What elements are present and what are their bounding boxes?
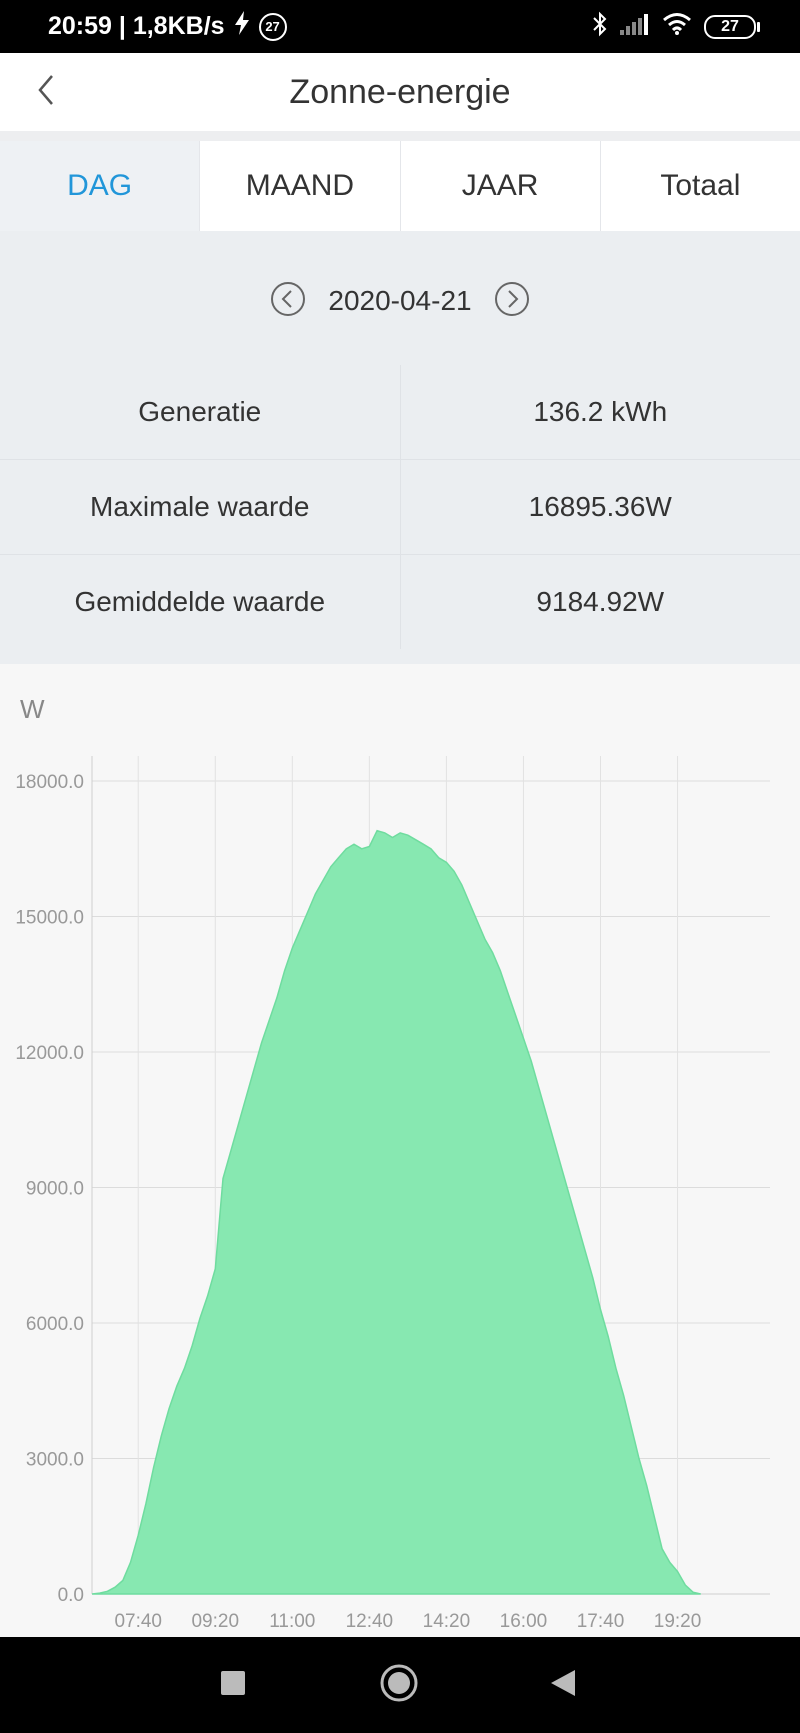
x-tick-label: 09:20: [191, 1611, 239, 1632]
y-tick-label: 6000.0: [26, 1314, 84, 1335]
home-button[interactable]: [369, 1655, 429, 1715]
date-navigator: 2020-04-21: [0, 273, 800, 329]
stat-value: 136.2 kWh: [533, 396, 668, 427]
stat-value: 16895.36W: [528, 491, 672, 522]
y-tick-label: 18000.0: [15, 772, 84, 793]
stat-label: Generatie: [0, 365, 401, 459]
app-header: Zonne-energie: [0, 53, 800, 131]
x-tick-label: 07:40: [114, 1611, 162, 1632]
bluetooth-icon: [592, 11, 608, 42]
x-tick-label: 11:00: [269, 1611, 315, 1632]
summary-panel: 2020-04-21 Generatie 136.2 kWh Maximale …: [0, 231, 800, 664]
status-left: 20:59 | 1,8KB/s 27: [48, 0, 287, 53]
y-tick-label: 15000.0: [15, 908, 84, 929]
tab-maand[interactable]: MAAND: [200, 141, 401, 231]
chart-svg: 18000.0 15000.0 12000.0 9000.0 6000.0 3000.0 0…: [15, 756, 770, 1632]
y-tick-label: 0.0: [58, 1585, 84, 1606]
current-date[interactable]: 2020-04-21: [328, 285, 472, 316]
back-button[interactable]: [24, 68, 68, 116]
stat-row-average: Gemiddelde waarde 9184.92W: [0, 554, 800, 649]
status-time-speed: 20:59 | 1,8KB/s: [48, 12, 225, 40]
header-divider: [0, 131, 800, 141]
page-title: Zonne-energie: [289, 72, 511, 111]
battery-icon: 27: [704, 14, 760, 39]
y-tick-label: 9000.0: [26, 1179, 84, 1200]
status-bar: 20:59 | 1,8KB/s 27 27: [0, 0, 800, 53]
stat-label: Gemiddelde waarde: [0, 555, 401, 649]
system-nav-bar: [0, 1637, 800, 1733]
x-tick-label: 12:40: [346, 1611, 394, 1632]
circle-chevron-left-icon: [270, 281, 306, 322]
recents-square-icon: [220, 1670, 246, 1701]
x-tick-label: 14:20: [423, 1611, 471, 1632]
back-triangle-icon: [549, 1668, 577, 1703]
flash-icon: [233, 11, 251, 42]
status-right: 27: [592, 0, 760, 53]
stat-label: Maximale waarde: [0, 460, 401, 554]
y-unit-label: W: [20, 694, 45, 724]
circle-chevron-right-icon: [494, 281, 530, 322]
system-back-button[interactable]: [533, 1655, 593, 1715]
chevron-left-icon: [36, 73, 56, 112]
y-tick-label: 12000.0: [15, 1043, 84, 1064]
tab-dag[interactable]: DAG: [0, 141, 201, 231]
tab-totaal[interactable]: Totaal: [660, 169, 741, 202]
period-tabs: DAG MAAND JAAR Totaal: [0, 141, 800, 232]
next-date-button[interactable]: [494, 281, 530, 322]
stats-table: Generatie 136.2 kWh Maximale waarde 1689…: [0, 365, 800, 649]
power-area-series: [91, 829, 701, 1595]
prev-date-button[interactable]: [270, 281, 306, 322]
x-tick-label: 17:40: [577, 1611, 625, 1632]
stat-row-max: Maximale waarde 16895.36W: [0, 459, 800, 554]
tab-jaar[interactable]: JAAR: [401, 141, 601, 231]
notification-badge: 27: [258, 12, 287, 41]
stat-value: 9184.92W: [536, 586, 665, 617]
y-tick-label: 3000.0: [26, 1450, 84, 1471]
signal-icon: [620, 13, 650, 40]
x-tick-label: 16:00: [500, 1611, 548, 1632]
recents-button[interactable]: [203, 1655, 263, 1715]
x-tick-label: 19:20: [654, 1611, 702, 1632]
stat-row-generation: Generatie 136.2 kWh: [0, 365, 800, 459]
power-chart[interactable]: W 18000.0 15000.0 12000.0 9000.0 6000.0 3000.…: [0, 664, 800, 1637]
wifi-icon: [662, 12, 692, 41]
home-circle-icon: [379, 1663, 419, 1708]
